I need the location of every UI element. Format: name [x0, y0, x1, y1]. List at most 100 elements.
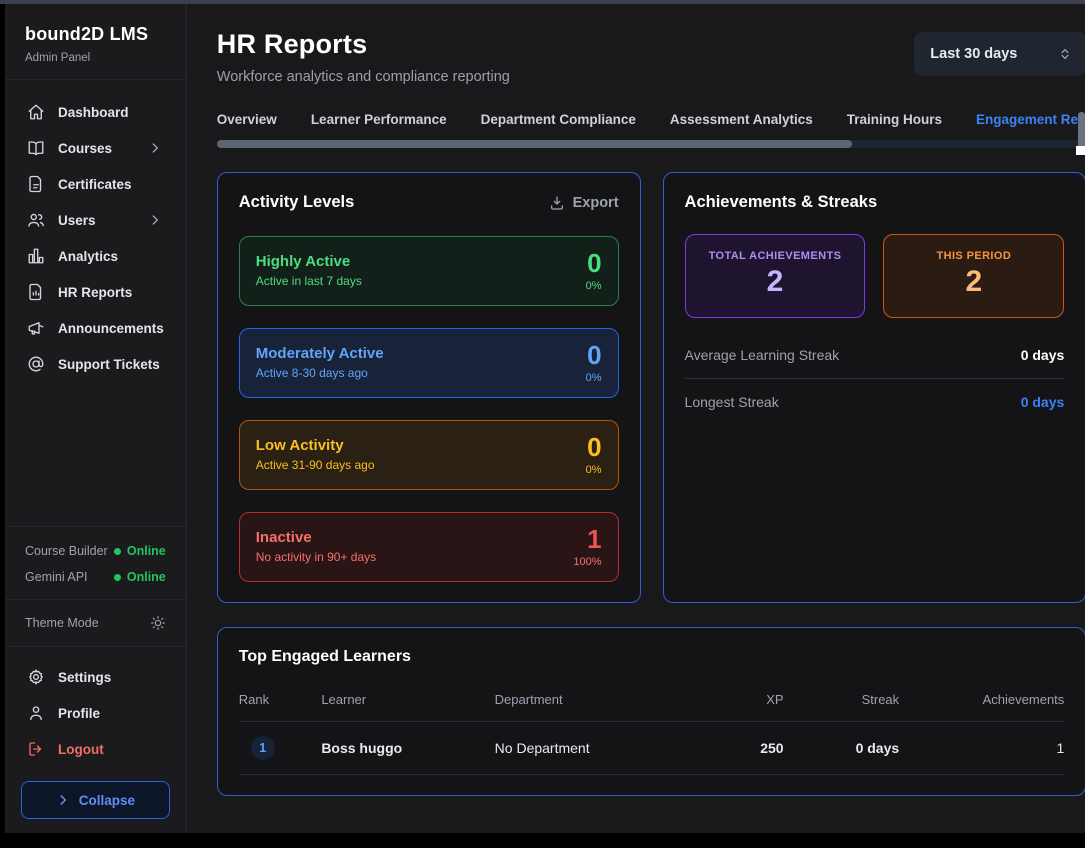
- col-header-streak: Streak: [784, 682, 900, 722]
- report-tabs: Overview Learner Performance Department …: [217, 112, 1085, 127]
- service-status-panel: Course Builder Online Gemini API Online: [5, 526, 186, 599]
- activity-label: Low Activity: [256, 437, 375, 454]
- sidebar-nav: Dashboard Courses Certificates Users Ana…: [5, 80, 186, 382]
- status-row-gemini-api: Gemini API Online: [25, 564, 166, 590]
- sidebar-item-support-tickets[interactable]: Support Tickets: [15, 346, 176, 382]
- activity-label: Inactive: [256, 529, 376, 546]
- scrollbar-thumb[interactable]: [217, 140, 852, 148]
- activity-row-highly-active: Highly Active Active in last 7 days 0 0%: [239, 236, 619, 306]
- sidebar-item-hr-reports[interactable]: HR Reports: [15, 274, 176, 310]
- select-chevrons-icon: [1058, 47, 1072, 61]
- activity-count: 0: [586, 342, 602, 368]
- rank-badge: 1: [251, 736, 275, 760]
- activity-label: Moderately Active: [256, 345, 384, 362]
- this-period-stat: THIS PERIOD 2: [883, 234, 1064, 318]
- sun-icon[interactable]: [150, 615, 166, 631]
- person-icon: [27, 704, 45, 722]
- activity-desc: Active 31-90 days ago: [256, 458, 375, 472]
- book-open-icon: [27, 139, 45, 157]
- status-label: Gemini API: [25, 570, 88, 584]
- sidebar-item-dashboard[interactable]: Dashboard: [15, 94, 176, 130]
- stat-value: 2: [696, 267, 855, 297]
- col-header-learner: Learner: [321, 682, 494, 722]
- app-subtitle: Admin Panel: [25, 52, 166, 64]
- activity-count: 0: [586, 250, 602, 276]
- streak-value: 0 days: [1021, 394, 1065, 410]
- learner-department: No Department: [495, 722, 701, 775]
- col-header-rank: Rank: [239, 682, 322, 722]
- file-text-icon: [27, 175, 45, 193]
- bar-chart-icon: [27, 247, 45, 265]
- sidebar-item-analytics[interactable]: Analytics: [15, 238, 176, 274]
- online-dot-icon: [114, 574, 121, 581]
- date-range-select[interactable]: Last 30 days: [914, 32, 1085, 76]
- activity-percent: 0%: [586, 464, 602, 476]
- sidebar-item-courses[interactable]: Courses: [15, 130, 176, 166]
- learner-achievements: 1: [899, 722, 1064, 775]
- tab-engagement-reports[interactable]: Engagement Rep: [976, 112, 1085, 127]
- activity-row-moderately-active: Moderately Active Active 8-30 days ago 0…: [239, 328, 619, 398]
- sidebar-item-profile[interactable]: Profile: [15, 695, 176, 731]
- total-achievements-stat: TOTAL ACHIEVEMENTS 2: [685, 234, 866, 318]
- tabs-horizontal-scrollbar[interactable]: [217, 140, 1085, 148]
- top-engaged-learners-card: Top Engaged Learners Rank Learner Depart…: [217, 627, 1085, 796]
- tab-learner-performance[interactable]: Learner Performance: [311, 112, 447, 127]
- sidebar-item-certificates[interactable]: Certificates: [15, 166, 176, 202]
- sidebar-item-label: HR Reports: [58, 285, 132, 300]
- sidebar-item-logout[interactable]: Logout: [15, 731, 176, 767]
- sidebar-item-announcements[interactable]: Announcements: [15, 310, 176, 346]
- col-header-department: Department: [495, 682, 701, 722]
- average-learning-streak-row: Average Learning Streak 0 days: [685, 332, 1065, 379]
- export-button[interactable]: Export: [549, 195, 619, 211]
- learner-name: Boss huggo: [321, 722, 494, 775]
- streak-value: 0 days: [1021, 347, 1065, 363]
- activity-label: Highly Active: [256, 253, 362, 270]
- theme-mode-row: Theme Mode: [5, 599, 186, 646]
- sidebar: bound2D LMS Admin Panel Dashboard Course…: [5, 4, 187, 833]
- learner-streak: 0 days: [784, 722, 900, 775]
- sidebar-item-users[interactable]: Users: [15, 202, 176, 238]
- sidebar-footer-nav: Settings Profile Logout: [5, 646, 186, 771]
- stat-label: TOTAL ACHIEVEMENTS: [696, 250, 855, 262]
- sidebar-item-label: Profile: [58, 706, 100, 721]
- app-title: bound2D LMS: [25, 24, 166, 45]
- date-range-value: Last 30 days: [930, 46, 1017, 62]
- tab-department-compliance[interactable]: Department Compliance: [481, 112, 636, 127]
- activity-count: 0: [586, 434, 602, 460]
- chevron-right-icon: [146, 141, 164, 155]
- longest-streak-row: Longest Streak 0 days: [685, 379, 1065, 425]
- col-header-achievements: Achievements: [899, 682, 1064, 722]
- status-row-course-builder: Course Builder Online: [25, 538, 166, 564]
- sidebar-item-label: Support Tickets: [58, 357, 160, 372]
- activity-row-inactive: Inactive No activity in 90+ days 1 100%: [239, 512, 619, 582]
- collapse-sidebar-button[interactable]: Collapse: [21, 781, 170, 819]
- sidebar-item-label: Certificates: [58, 177, 132, 192]
- activity-levels-card: Activity Levels Export Highly Active Act…: [217, 172, 641, 603]
- stat-label: THIS PERIOD: [894, 250, 1053, 262]
- activity-count: 1: [573, 526, 601, 552]
- card-title: Activity Levels: [239, 193, 355, 212]
- table-row: 1 Boss huggo No Department 250 0 days 1: [239, 722, 1065, 775]
- sidebar-item-label: Courses: [58, 141, 112, 156]
- sidebar-item-label: Dashboard: [58, 105, 129, 120]
- activity-percent: 100%: [573, 556, 601, 568]
- activity-percent: 0%: [586, 372, 602, 384]
- page-subtitle: Workforce analytics and compliance repor…: [217, 69, 510, 85]
- scrollbar-corner: [1076, 146, 1085, 155]
- sidebar-item-settings[interactable]: Settings: [15, 659, 176, 695]
- tab-overview[interactable]: Overview: [217, 112, 277, 127]
- status-value: Online: [114, 570, 166, 584]
- learner-xp: 250: [701, 722, 784, 775]
- at-sign-icon: [27, 355, 45, 373]
- learners-table: Rank Learner Department XP Streak Achiev…: [239, 682, 1065, 775]
- vertical-scrollbar-thumb[interactable]: [1078, 112, 1085, 150]
- sidebar-item-label: Announcements: [58, 321, 164, 336]
- tab-training-hours[interactable]: Training Hours: [847, 112, 942, 127]
- status-label: Course Builder: [25, 544, 108, 558]
- activity-desc: No activity in 90+ days: [256, 550, 376, 564]
- card-title: Achievements & Streaks: [685, 193, 878, 212]
- file-chart-icon: [27, 283, 45, 301]
- app-window: bound2D LMS Admin Panel Dashboard Course…: [5, 4, 1085, 833]
- tab-assessment-analytics[interactable]: Assessment Analytics: [670, 112, 813, 127]
- col-header-xp: XP: [701, 682, 784, 722]
